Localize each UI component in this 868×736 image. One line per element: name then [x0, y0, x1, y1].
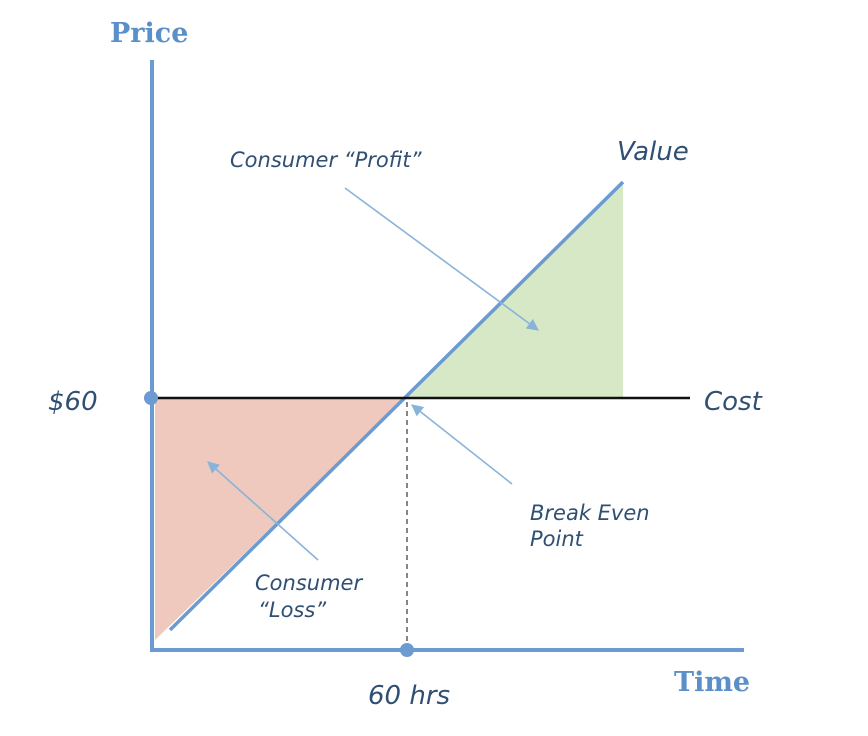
x-axis-title: Time — [674, 667, 750, 698]
y-axis-title: Price — [110, 18, 188, 49]
x-tick-label: 60 hrs — [368, 681, 450, 711]
cost-line-label: Cost — [704, 387, 763, 417]
consumer-loss-label-line1: Consumer — [255, 571, 363, 595]
break-even-label-line1: Break Even — [530, 501, 650, 525]
break-even-arrow — [411, 404, 513, 485]
consumer-profit-label: Consumer “Profit” — [230, 148, 423, 172]
consumer-loss-label-line2: “Loss” — [258, 598, 327, 622]
value-line-label: Value — [617, 137, 689, 167]
break-even-label-line2: Point — [530, 527, 584, 551]
loss-arrow — [207, 461, 319, 561]
y-tick-label: $60 — [48, 387, 98, 417]
profit-arrow — [344, 187, 539, 331]
time-axis-point — [400, 643, 414, 657]
cost-axis-point — [144, 391, 158, 405]
value-line — [168, 180, 625, 632]
